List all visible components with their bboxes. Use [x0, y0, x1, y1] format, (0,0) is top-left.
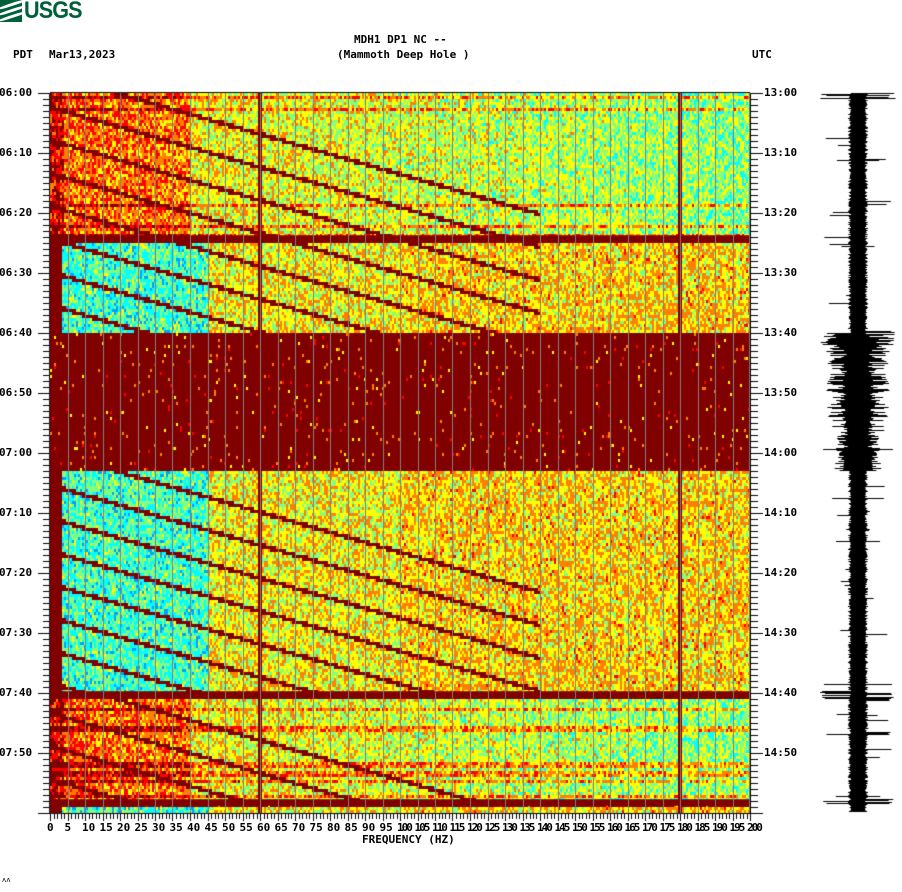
x-tick-label: 90: [362, 821, 376, 834]
x-tick-label: 150: [572, 821, 588, 834]
y-left-tick-label: 07:30: [0, 626, 33, 639]
x-tick-label: 145: [554, 821, 571, 834]
x-tick-label: 65: [274, 821, 288, 834]
y-right-tick-label: 14:30: [764, 626, 798, 639]
x-tick-label: 70: [292, 821, 306, 834]
x-tick-label: 25: [134, 821, 148, 834]
y-left-tick-label: 07:10: [0, 506, 33, 519]
x-tick-label: 85: [344, 821, 358, 834]
y-right-tick-label: 13:40: [764, 326, 798, 339]
y-left-tick-label: 07:20: [0, 566, 33, 579]
x-tick-label: 5: [64, 821, 72, 834]
y-right-tick-label: 13:20: [764, 206, 798, 219]
x-tick-label: 45: [204, 821, 218, 834]
usgs-waves-icon: [0, 0, 22, 22]
y-left-tick-label: 07:50: [0, 746, 33, 759]
y-right-tick-label: 13:00: [764, 86, 798, 99]
y-right-tick-label: 13:30: [764, 266, 798, 279]
x-tick-label: 95: [379, 821, 393, 834]
left-timezone: PDT: [13, 48, 33, 61]
y-left-tick-label: 06:30: [0, 266, 33, 279]
x-tick-label: 125: [484, 821, 501, 834]
spectrogram-plot: [50, 93, 750, 813]
y-left-tick-label: 06:00: [0, 86, 33, 99]
x-tick-label: 15: [99, 821, 113, 834]
date-label: Mar13,2023: [49, 48, 116, 61]
x-tick-label: 195: [729, 821, 746, 834]
y-left-tick-label: 07:00: [0, 446, 33, 459]
station-name: (Mammoth Deep Hole ): [337, 48, 470, 61]
x-tick-label: 0: [47, 821, 54, 834]
x-axis-label: FREQUENCY (HZ): [362, 833, 455, 846]
x-tick-label: 180: [677, 821, 693, 834]
x-tick-label: 170: [642, 821, 658, 834]
x-tick-label: 185: [694, 821, 711, 834]
x-tick-label: 115: [449, 821, 466, 834]
y-left-tick-label: 07:40: [0, 686, 33, 699]
x-tick-label: 30: [152, 821, 166, 834]
x-tick-label: 175: [659, 821, 676, 834]
x-tick-label: 60: [257, 821, 271, 834]
y-right-tick-label: 14:40: [764, 686, 798, 699]
x-tick-label: 135: [519, 821, 536, 834]
x-tick-label: 110: [432, 821, 448, 834]
x-tick-label: 75: [309, 821, 323, 834]
right-timezone: UTC: [752, 48, 772, 61]
x-tick-label: 80: [327, 821, 341, 834]
x-tick-label: 40: [187, 821, 201, 834]
x-tick-label: 55: [239, 821, 253, 834]
usgs-logo: USGS: [0, 0, 88, 24]
x-tick-label: 140: [537, 821, 553, 834]
x-tick-label: 130: [502, 821, 518, 834]
x-tick-label: 155: [589, 821, 606, 834]
y-right-tick-label: 14:10: [764, 506, 798, 519]
y-right-tick-label: 13:10: [764, 146, 798, 159]
y-left-tick-label: 06:10: [0, 146, 33, 159]
y-left-tick-label: 06:40: [0, 326, 33, 339]
x-tick-label: 50: [222, 821, 236, 834]
x-tick-label: 10: [82, 821, 96, 834]
usgs-logo-text: USGS: [24, 0, 83, 24]
x-tick-label: 160: [607, 821, 623, 834]
x-tick-label: 105: [414, 821, 431, 834]
x-tick-label: 20: [117, 821, 131, 834]
y-right-tick-label: 13:50: [764, 386, 798, 399]
y-right-tick-label: 14:20: [764, 566, 798, 579]
seismogram-trace: [820, 90, 900, 815]
y-left-tick-label: 06:20: [0, 206, 33, 219]
station-code: MDH1 DP1 NC --: [354, 33, 447, 46]
x-tick-label: 165: [624, 821, 641, 834]
y-right-tick-label: 14:00: [764, 446, 798, 459]
x-tick-label: 100: [397, 821, 413, 834]
y-right-tick-label: 14:50: [764, 746, 798, 759]
x-tick-label: 200: [747, 821, 763, 834]
y-left-tick-label: 06:50: [0, 386, 33, 399]
x-tick-label: 120: [467, 821, 483, 834]
footer-mark: ᴧᴧ: [2, 876, 11, 884]
x-tick-label: 190: [712, 821, 728, 834]
x-tick-label: 35: [169, 821, 183, 834]
